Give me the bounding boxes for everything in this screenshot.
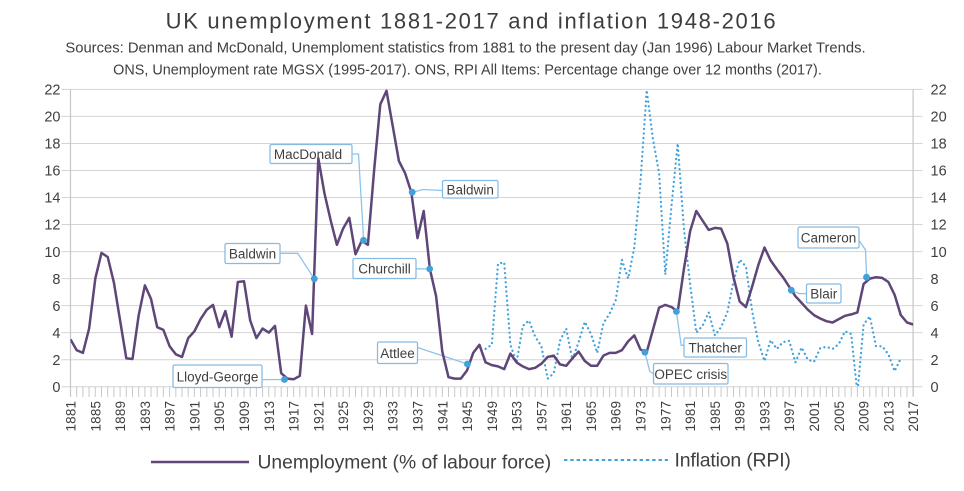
svg-text:1953: 1953	[510, 401, 525, 432]
svg-text:2013: 2013	[881, 401, 896, 432]
svg-text:MacDonald: MacDonald	[274, 147, 342, 162]
svg-text:8: 8	[52, 272, 60, 288]
svg-text:0: 0	[931, 380, 939, 396]
svg-text:1925: 1925	[336, 401, 351, 432]
svg-text:16: 16	[931, 164, 947, 180]
svg-text:22: 22	[44, 83, 60, 99]
svg-text:0: 0	[52, 380, 60, 396]
svg-text:10: 10	[44, 245, 60, 261]
svg-text:Inflation (RPI): Inflation (RPI)	[675, 450, 791, 472]
svg-text:1913: 1913	[262, 401, 277, 432]
svg-text:Baldwin: Baldwin	[229, 247, 276, 262]
svg-text:1929: 1929	[361, 401, 376, 432]
svg-text:18: 18	[931, 137, 947, 153]
svg-text:1981: 1981	[683, 401, 698, 432]
svg-text:1949: 1949	[485, 401, 500, 432]
svg-text:12: 12	[931, 218, 947, 234]
svg-text:10: 10	[931, 245, 947, 261]
svg-text:1921: 1921	[311, 401, 326, 432]
svg-text:4: 4	[931, 326, 939, 342]
svg-text:Baldwin: Baldwin	[447, 182, 494, 197]
svg-text:20: 20	[44, 110, 60, 126]
svg-text:Blair: Blair	[810, 287, 838, 302]
svg-text:1917: 1917	[287, 401, 302, 432]
svg-text:1977: 1977	[658, 401, 673, 432]
svg-text:2005: 2005	[832, 401, 847, 432]
svg-text:1985: 1985	[708, 401, 723, 432]
svg-text:18: 18	[44, 137, 60, 153]
svg-text:1965: 1965	[584, 401, 599, 432]
svg-text:ONS, Unemployment rate MGSX (1: ONS, Unemployment rate MGSX (1995-2017).…	[113, 63, 822, 79]
svg-text:1989: 1989	[733, 401, 748, 432]
svg-text:Churchill: Churchill	[358, 262, 411, 277]
svg-text:1945: 1945	[460, 401, 475, 432]
svg-text:1933: 1933	[386, 401, 401, 432]
svg-text:1969: 1969	[609, 401, 624, 432]
svg-text:20: 20	[931, 110, 947, 126]
svg-text:1957: 1957	[534, 401, 549, 432]
svg-text:1893: 1893	[138, 401, 153, 432]
svg-text:1909: 1909	[237, 401, 252, 432]
svg-text:14: 14	[931, 191, 947, 207]
svg-text:1993: 1993	[758, 401, 773, 432]
svg-text:1881: 1881	[64, 401, 79, 432]
svg-text:1889: 1889	[113, 401, 128, 432]
svg-text:UK unemployment 1881-2017 and: UK unemployment 1881-2017 and inflation …	[166, 9, 778, 34]
svg-text:Lloyd-George: Lloyd-George	[177, 369, 259, 384]
svg-text:1961: 1961	[559, 401, 574, 432]
svg-text:2: 2	[52, 353, 60, 369]
svg-text:Cameron: Cameron	[801, 231, 857, 246]
svg-text:2: 2	[931, 353, 939, 369]
svg-text:1885: 1885	[88, 401, 103, 432]
svg-text:1901: 1901	[187, 401, 202, 432]
svg-text:8: 8	[931, 272, 939, 288]
svg-text:4: 4	[52, 326, 60, 342]
svg-text:Unemployment (% of labour forc: Unemployment (% of labour force)	[258, 453, 552, 474]
svg-text:Thatcher: Thatcher	[689, 341, 743, 356]
svg-text:2001: 2001	[807, 401, 822, 432]
svg-text:22: 22	[931, 83, 947, 99]
svg-text:6: 6	[931, 299, 939, 315]
svg-text:Attlee: Attlee	[380, 346, 415, 361]
svg-text:1905: 1905	[212, 401, 227, 432]
svg-text:2009: 2009	[857, 401, 872, 432]
svg-text:Sources: Denman and McDonald,: Sources: Denman and McDonald, Unemplomen…	[65, 41, 865, 57]
svg-text:OPEC crisis: OPEC crisis	[654, 367, 727, 382]
svg-text:1937: 1937	[411, 401, 426, 432]
svg-text:16: 16	[44, 164, 60, 180]
svg-text:2017: 2017	[906, 401, 921, 432]
svg-text:1897: 1897	[163, 401, 178, 432]
svg-text:1973: 1973	[634, 401, 649, 432]
svg-text:1941: 1941	[435, 401, 450, 432]
svg-text:14: 14	[44, 191, 60, 207]
svg-text:1997: 1997	[782, 401, 797, 432]
svg-text:6: 6	[52, 299, 60, 315]
svg-text:12: 12	[44, 218, 60, 234]
